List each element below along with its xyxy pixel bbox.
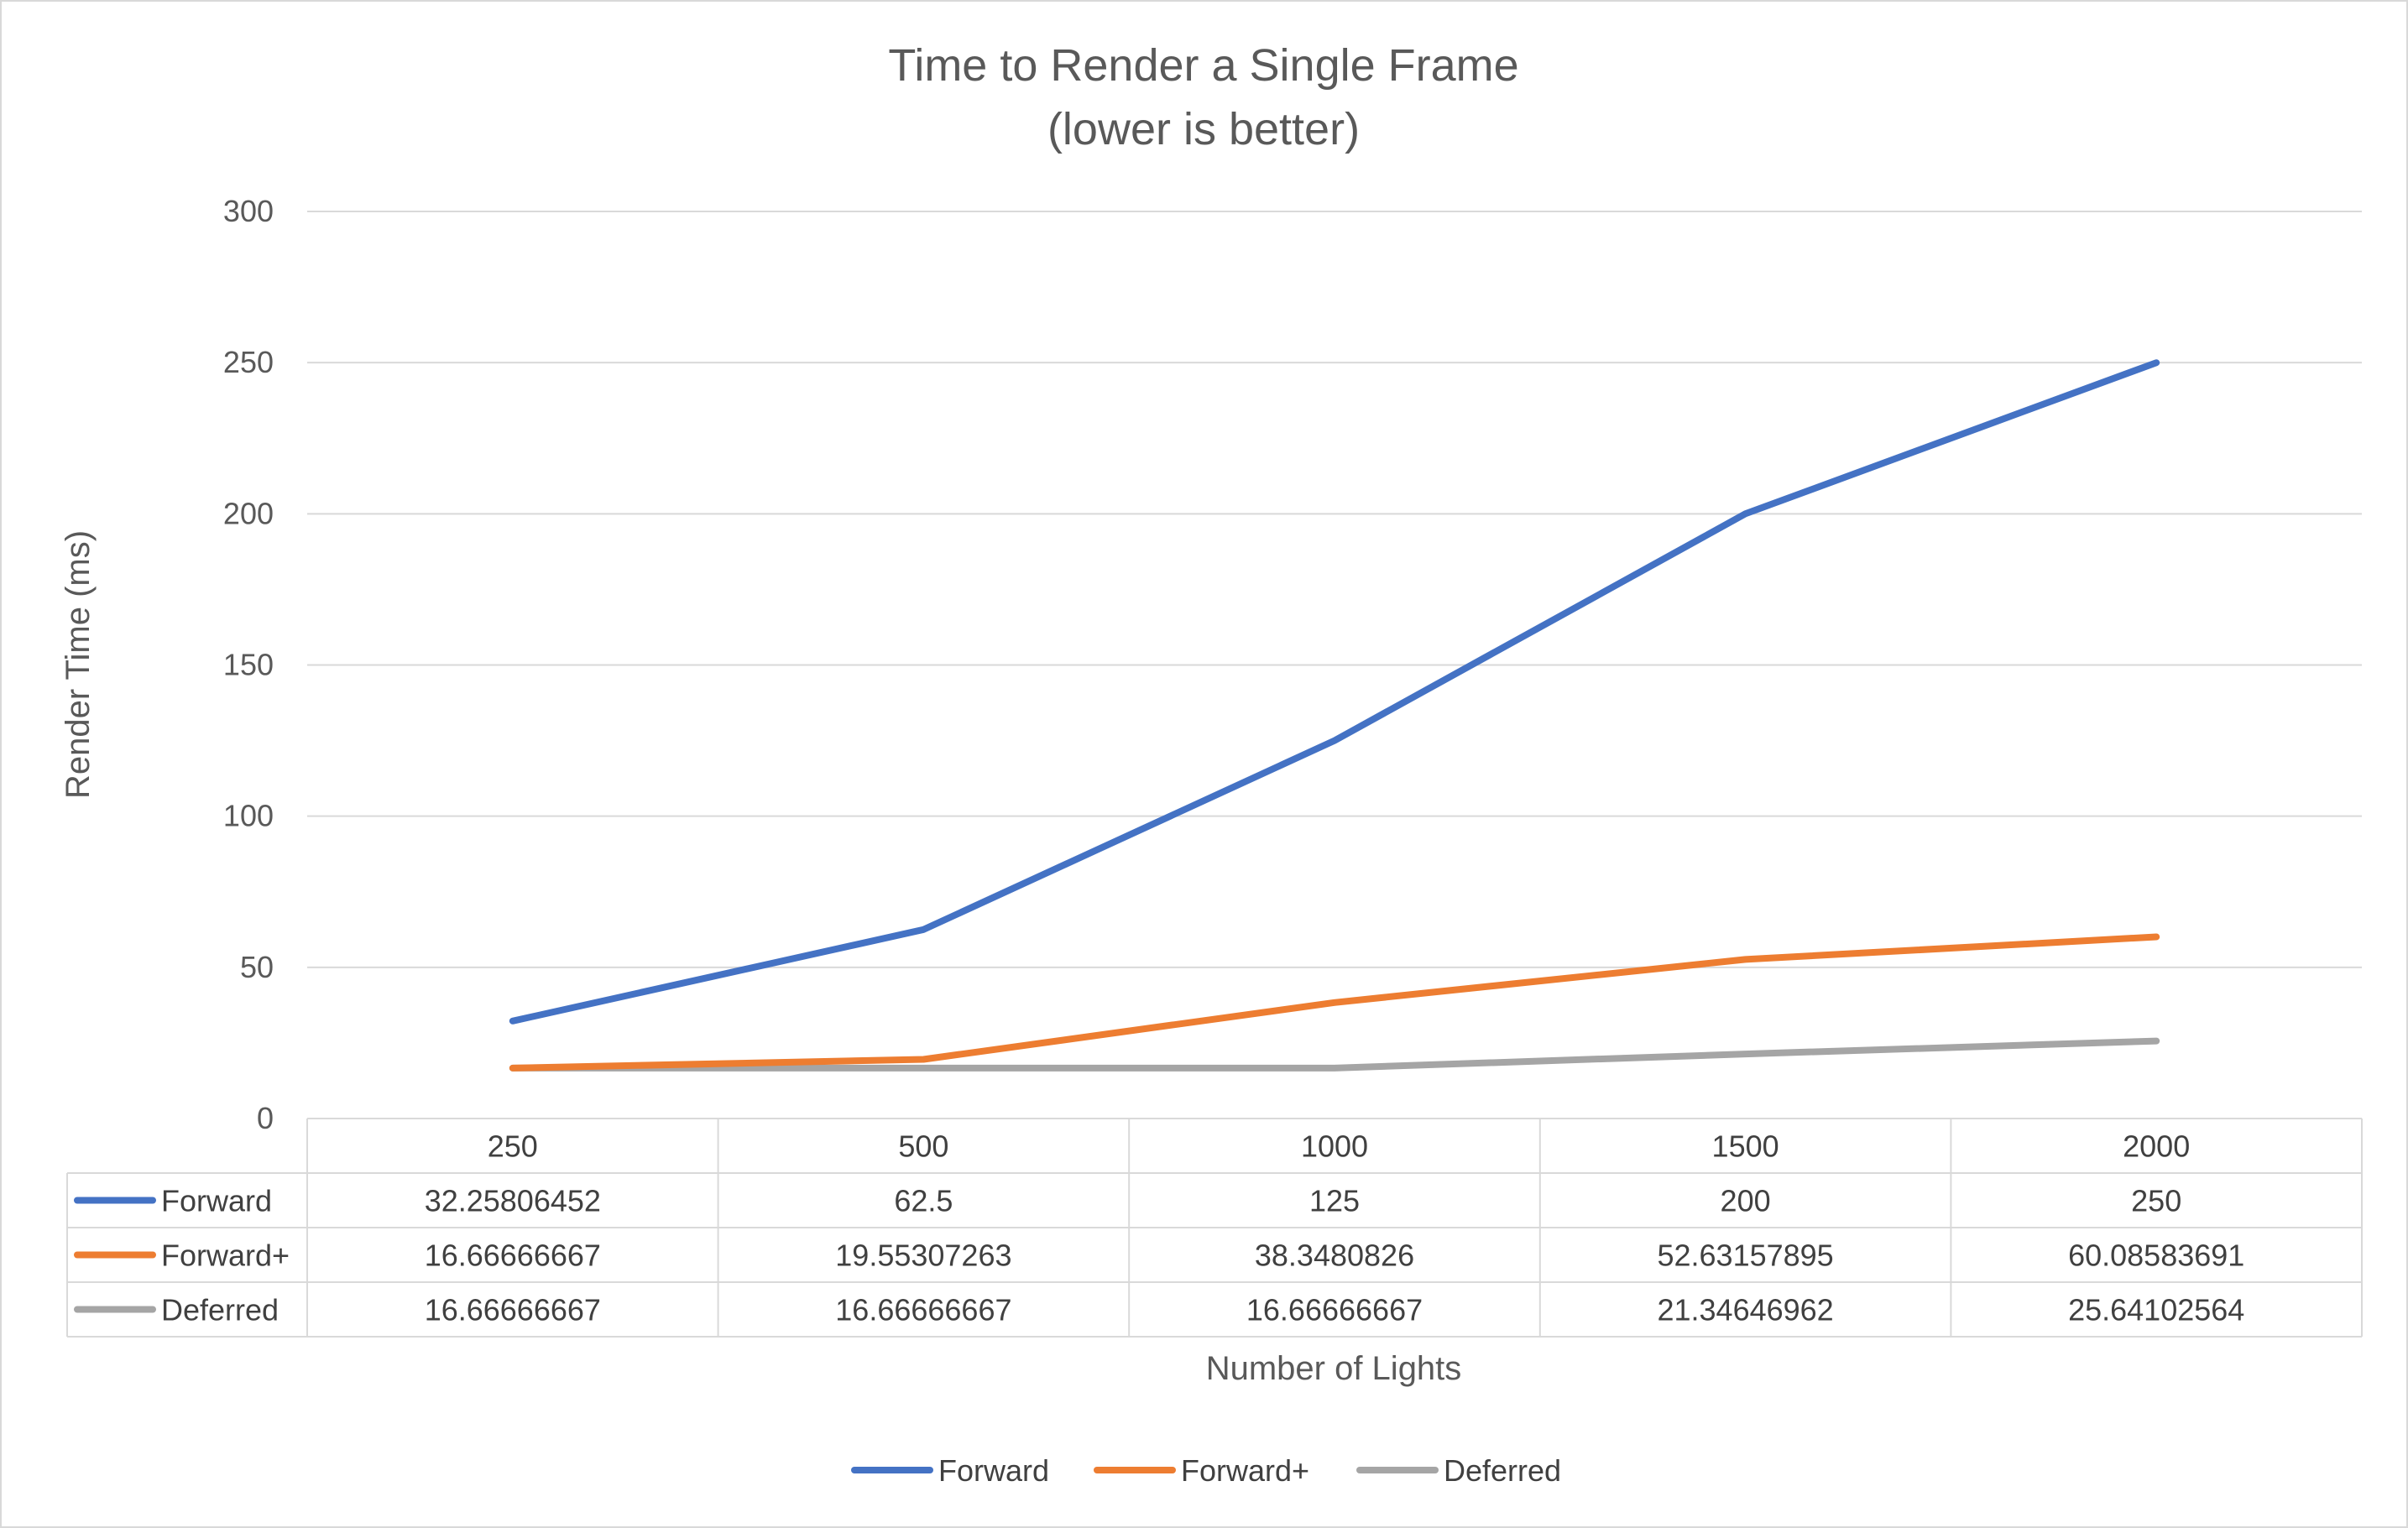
series-line-deferred [509, 1037, 2160, 1072]
legend-label: Forward [938, 1453, 1049, 1488]
data-label: 125 [1309, 1184, 1360, 1218]
x-tick-label: 1000 [1301, 1129, 1368, 1164]
data-label: 60.08583691 [2068, 1239, 2244, 1273]
legend: Forward Forward+ Deferred [851, 1453, 1561, 1488]
x-tick-label: 1500 [1712, 1129, 1779, 1164]
series-lines [509, 359, 2160, 1072]
data-label: 32.25806452 [425, 1184, 601, 1218]
data-label: 62.5 [894, 1184, 953, 1218]
x-tick-label: 250 [488, 1129, 538, 1164]
series-line-forward- [509, 933, 2160, 1072]
y-tick-label: 300 [223, 194, 274, 228]
gridlines [307, 211, 2362, 968]
legend-label: Deferred [1444, 1453, 1561, 1488]
data-label: 16.66666667 [1246, 1293, 1423, 1327]
data-label: 38.3480826 [1255, 1239, 1414, 1273]
x-tick-label: 2000 [2123, 1129, 2190, 1164]
y-tick-label: 50 [240, 950, 274, 984]
data-label: 16.66666667 [835, 1293, 1011, 1327]
data-label: 25.64102564 [2068, 1293, 2244, 1327]
data-label: 250 [2131, 1184, 2181, 1218]
chart-subtitle: (lower is better) [1047, 104, 1360, 154]
y-tick-label: 250 [223, 345, 274, 379]
data-label: 16.66666667 [425, 1239, 601, 1273]
y-tick-label: 150 [223, 648, 274, 682]
legend-label: Forward+ [1181, 1453, 1309, 1488]
data-label: 21.34646962 [1657, 1293, 1833, 1327]
series-line-forward [509, 359, 2160, 1025]
data-label: 19.55307263 [835, 1239, 1011, 1273]
data-label: 200 [1721, 1184, 1771, 1218]
y-axis-ticks: 0 50 100 150 200 250 300 [223, 194, 274, 1135]
x-tick-label: 500 [898, 1129, 948, 1164]
y-tick-label: 200 [223, 496, 274, 530]
x-axis-label: Number of Lights [1206, 1350, 1462, 1387]
data-label: 52.63157895 [1657, 1239, 1833, 1273]
table-series-name: Forward+ [161, 1239, 290, 1273]
data-table: 250 500 1000 1500 2000 Forward 32.25806452 62.5… [66, 1118, 2363, 1338]
chart-title: Time to Render a Single Frame [888, 40, 1518, 91]
data-label: 16.66666667 [425, 1293, 601, 1327]
y-tick-label: 100 [223, 799, 274, 833]
table-series-name: Forward [161, 1184, 272, 1218]
table-series-name: Deferred [161, 1293, 279, 1327]
y-tick-label: 0 [257, 1101, 274, 1135]
y-axis-label: Render Time (ms) [60, 530, 97, 799]
